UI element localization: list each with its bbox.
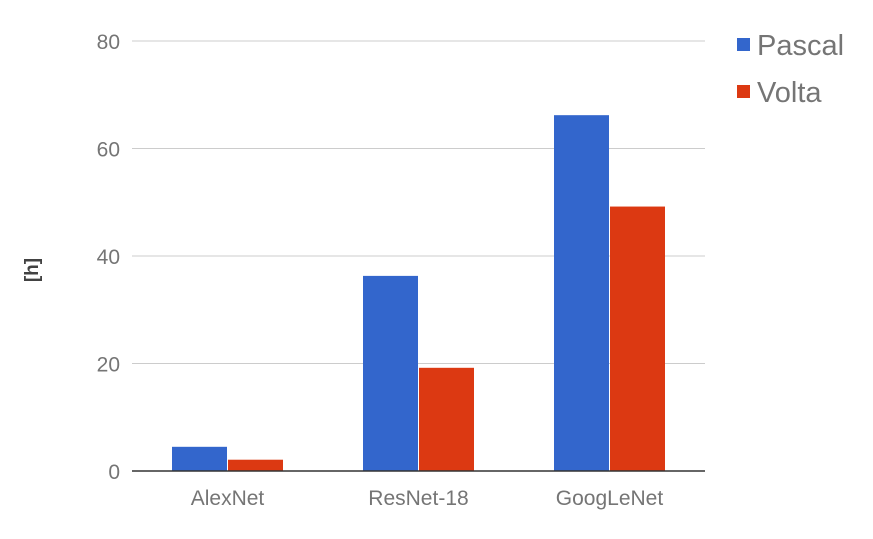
y-tick-label: 0 bbox=[108, 461, 120, 484]
y-tick-label: 60 bbox=[97, 139, 120, 162]
legend-swatch-pascal bbox=[737, 38, 750, 51]
x-tick-label: ResNet-18 bbox=[368, 487, 468, 510]
bars bbox=[172, 115, 665, 472]
y-tick-label: 80 bbox=[97, 31, 120, 54]
bar-volta-alexnet bbox=[228, 459, 283, 471]
bar-pascal-googlenet bbox=[554, 115, 609, 472]
gridlines bbox=[132, 40, 705, 364]
bar-volta-googlenet bbox=[610, 206, 665, 472]
x-tick-label: AlexNet bbox=[191, 487, 265, 510]
y-axis-ticks: 0 20 40 60 80 bbox=[97, 31, 120, 484]
bar-pascal-resnet-18 bbox=[363, 275, 418, 471]
y-tick-label: 40 bbox=[97, 246, 120, 269]
legend-label-volta: Volta bbox=[757, 77, 822, 109]
bar-volta-resnet-18 bbox=[419, 367, 474, 471]
x-tick-label: GoogLeNet bbox=[556, 487, 664, 510]
y-tick-label: 20 bbox=[97, 354, 120, 377]
legend-swatch-volta bbox=[737, 85, 750, 98]
x-axis-ticks: AlexNet ResNet-18 GoogLeNet bbox=[191, 487, 664, 510]
bar-pascal-alexnet bbox=[172, 446, 227, 471]
legend: Pascal Volta bbox=[737, 30, 844, 109]
y-axis-label: [h] bbox=[22, 258, 43, 282]
legend-label-pascal: Pascal bbox=[757, 30, 844, 62]
